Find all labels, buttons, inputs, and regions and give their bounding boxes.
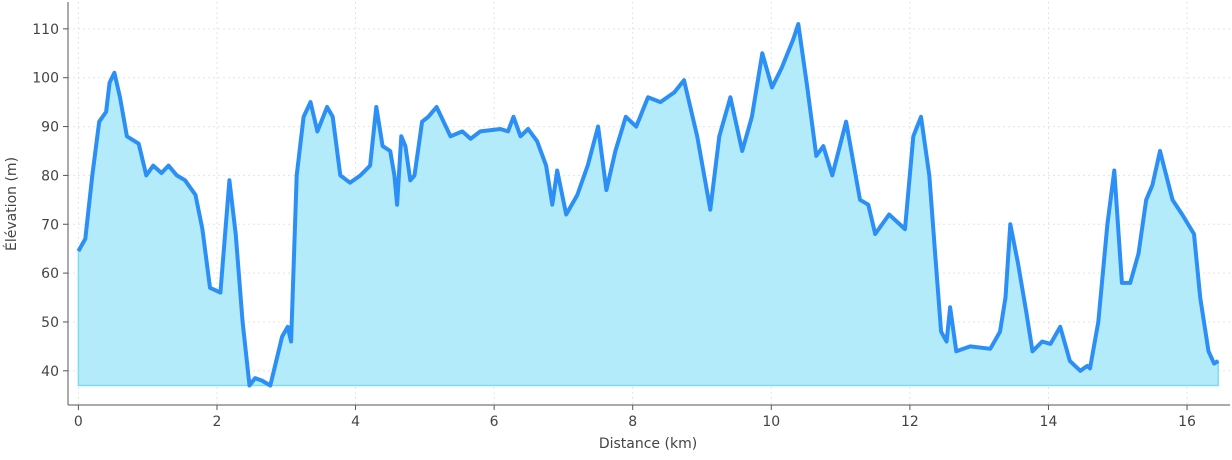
x-tick-label: 14: [1040, 414, 1058, 430]
y-tick-label: 100: [32, 71, 59, 87]
y-tick-label: 60: [41, 266, 59, 282]
elevation-line: [76, 22, 1220, 388]
x-tick-label: 0: [74, 414, 83, 430]
y-tick-label: 80: [41, 168, 59, 184]
y-tick-label: 50: [41, 315, 59, 331]
x-tick-label: 16: [1178, 414, 1196, 430]
y-tick-label: 40: [41, 364, 59, 380]
x-tick-label: 8: [628, 414, 637, 430]
y-tick-label: 70: [41, 217, 59, 233]
x-tick-label: 10: [762, 414, 780, 430]
elevation-area: [77, 23, 1219, 388]
y-axis-label: Élévation (m): [3, 157, 20, 251]
x-axis-label: Distance (km): [599, 436, 697, 452]
y-tick-label: 90: [41, 120, 59, 136]
x-tick-label: 6: [490, 414, 499, 430]
x-tick-label: 4: [351, 414, 360, 430]
x-tick-label: 2: [213, 414, 222, 430]
x-tick-label: 12: [901, 414, 919, 430]
y-tick-label: 110: [32, 22, 59, 38]
